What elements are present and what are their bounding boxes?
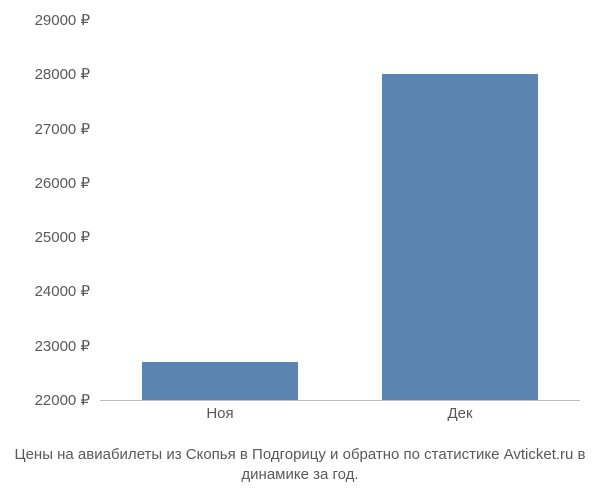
bar <box>142 362 298 400</box>
x-tick-label: Ноя <box>206 405 233 422</box>
x-tick-label: Дек <box>447 405 472 422</box>
plot-area <box>100 20 580 400</box>
y-axis: 22000 ₽23000 ₽24000 ₽25000 ₽26000 ₽27000… <box>0 20 95 400</box>
y-tick-label: 22000 ₽ <box>35 391 90 409</box>
x-baseline <box>100 400 580 401</box>
y-tick-label: 24000 ₽ <box>35 282 90 300</box>
y-tick-label: 23000 ₽ <box>35 337 90 355</box>
y-tick-label: 27000 ₽ <box>35 120 90 138</box>
chart-caption: Цены на авиабилеты из Скопья в Подгорицу… <box>0 445 600 486</box>
bar <box>382 74 538 400</box>
x-axis: Ноя Дек <box>100 405 580 430</box>
y-tick-label: 26000 ₽ <box>35 174 90 192</box>
y-tick-label: 29000 ₽ <box>35 11 90 29</box>
price-chart: 22000 ₽ 23000 ₽ 24000 ₽ 25000 ₽ 26000 ₽ 27000… <box>0 0 600 500</box>
y-tick-label: 28000 ₽ <box>35 65 90 83</box>
y-tick-label: 25000 ₽ <box>35 228 90 246</box>
